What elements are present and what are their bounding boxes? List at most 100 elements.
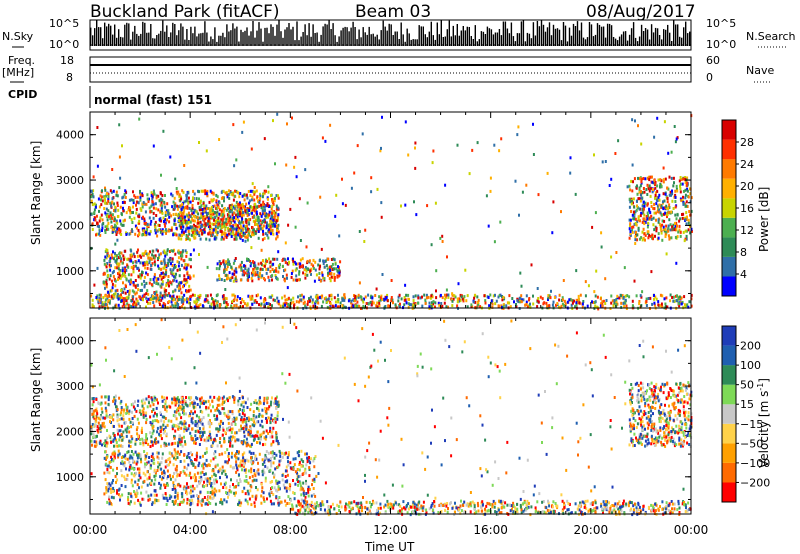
heatmap-cell [170,262,172,266]
heatmap-cell [206,194,209,198]
heatmap-cell [93,202,96,206]
heatmap-cell [139,207,142,211]
heatmap-cell [263,191,266,195]
heatmap-cell [194,423,197,427]
heatmap-cell [267,185,270,189]
heatmap-cell [139,409,141,413]
heatmap-cell [190,233,193,237]
heatmap-cell [129,256,132,260]
noise-bar [532,22,535,46]
heatmap-cell [628,184,631,188]
heatmap-cell [211,297,213,301]
heatmap-cell [298,270,301,274]
heatmap-cell [147,395,150,399]
noise-bar [380,30,382,46]
heatmap-cell [141,202,144,206]
heatmap-cell [239,408,241,411]
heatmap-cell [444,295,447,299]
noise-bar [392,35,394,46]
heatmap-cell [382,297,385,301]
heatmap-cell [412,299,415,303]
heatmap-cell [109,201,112,205]
heatmap-cell [97,402,100,405]
heatmap-cell [292,300,295,304]
heatmap-cell [105,194,107,198]
heatmap-cell [494,302,497,306]
heatmap-cell [184,206,186,210]
heatmap-cell [410,303,413,307]
heatmap-cell [239,278,242,282]
heatmap-cell [237,191,240,195]
heatmap-cell [175,417,178,421]
heatmap-cell [228,210,231,214]
heatmap-cell [164,228,167,232]
heatmap-cell [91,403,94,407]
heatmap-cell [277,230,280,234]
heatmap-cell [407,293,410,297]
heatmap-cell [192,405,195,409]
heatmap-cell [272,119,274,123]
heatmap-cell [138,117,141,121]
heatmap-cell [228,204,231,208]
noise-bar [98,27,100,46]
noise-bar [456,24,458,46]
heatmap-cell [262,259,265,263]
heatmap-cell [300,293,303,297]
heatmap-cell [90,432,93,436]
noise-bar [582,37,585,46]
heatmap-cell [215,220,218,224]
heatmap-cell [162,294,164,298]
heatmap-cell [163,258,166,262]
noise-bar [434,39,436,46]
heatmap-cell [151,198,154,201]
heatmap-cell [132,402,135,406]
heatmap-cell [616,302,619,306]
noise-bar [464,30,466,46]
noise-bar [538,26,541,46]
heatmap-cell [119,176,122,180]
heatmap-cell [178,194,181,198]
heatmap-cell [169,155,172,159]
heatmap-cell [217,429,220,433]
heatmap-cell [246,238,249,242]
heatmap-cell [202,223,205,227]
heatmap-cell [246,441,249,445]
heatmap-cell [147,256,150,260]
heatmap-cell [168,215,171,219]
heatmap-cell [161,282,164,286]
heatmap-cell [431,295,434,299]
heatmap-cell [155,299,158,303]
noise-bar [560,40,563,46]
heatmap-cell [153,273,156,277]
heatmap-cell [575,298,578,302]
heatmap-cell [672,176,675,180]
heatmap-cell [662,180,665,184]
heatmap-cell [100,213,103,217]
heatmap-cell [241,194,244,198]
heatmap-cell [183,420,186,424]
heatmap-cell [157,440,160,444]
heatmap-cell [93,444,96,448]
heatmap-cell [157,257,159,260]
nave-tick-bottom: 0 [706,71,713,84]
heatmap-cell [201,431,204,435]
heatmap-cell [91,397,94,401]
heatmap-cell [168,284,170,288]
heatmap-cell [334,304,337,308]
heatmap-cell [151,431,154,435]
heatmap-cell [231,203,234,207]
heatmap-cell [224,288,227,291]
heatmap-cell [264,204,267,208]
heatmap-cell [94,218,97,222]
heatmap-cell [324,139,327,143]
heatmap-cell [244,267,247,271]
heatmap-cell [198,415,201,419]
heatmap-cell [642,219,645,223]
heatmap-cell [151,422,154,426]
heatmap-cell [319,279,322,283]
heatmap-cell [158,199,161,203]
heatmap-cell [236,191,239,195]
heatmap-cell [676,213,679,217]
heatmap-cell [96,224,99,228]
heatmap-cell [456,143,459,147]
